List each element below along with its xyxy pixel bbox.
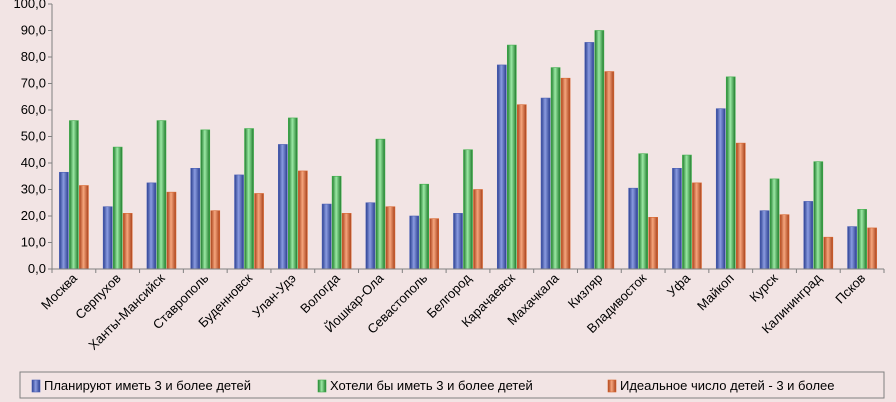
category-label: Кизляр bbox=[565, 271, 606, 312]
bar-3 bbox=[823, 236, 834, 270]
bar-1 bbox=[190, 168, 201, 270]
bar-2 bbox=[857, 209, 867, 270]
bar-2 bbox=[419, 183, 430, 270]
legend-swatch bbox=[317, 379, 327, 393]
bar-1 bbox=[278, 144, 288, 270]
y-tick-label: 80,0 bbox=[21, 49, 46, 64]
y-tick-label: 10,0 bbox=[21, 235, 46, 250]
bar-1 bbox=[234, 174, 244, 270]
bar-3 bbox=[560, 77, 571, 270]
y-tick-label: 90,0 bbox=[21, 23, 46, 38]
category-label: Ханты-Мансийск bbox=[85, 270, 167, 352]
bar-1 bbox=[540, 97, 551, 270]
legend-swatch bbox=[31, 379, 41, 393]
bar-3 bbox=[385, 206, 396, 270]
legend-label: Идеальное число детей - 3 и более bbox=[620, 378, 835, 393]
bar-2 bbox=[638, 153, 648, 270]
bar-2 bbox=[813, 161, 824, 270]
category-label: Майкоп bbox=[694, 271, 737, 314]
bar-1 bbox=[847, 226, 857, 270]
bar-1 bbox=[672, 168, 682, 270]
bar-3 bbox=[429, 218, 440, 270]
bar-3 bbox=[604, 71, 615, 270]
y-tick-label: 0,0 bbox=[28, 261, 46, 276]
bar-2 bbox=[244, 128, 254, 270]
bar-2 bbox=[69, 120, 79, 270]
y-tick-label: 70,0 bbox=[21, 76, 46, 91]
bar-1 bbox=[803, 201, 814, 270]
bar-3 bbox=[166, 191, 177, 270]
bar-3 bbox=[648, 217, 658, 270]
bar-2 bbox=[682, 154, 692, 270]
bar-2 bbox=[594, 30, 605, 270]
bar-1 bbox=[321, 203, 332, 270]
y-tick-label: 30,0 bbox=[21, 182, 46, 197]
bar-3 bbox=[473, 189, 483, 270]
legend-box bbox=[19, 371, 885, 399]
bar-3 bbox=[79, 185, 89, 270]
bar-3 bbox=[210, 210, 221, 270]
y-axis: 0,0 10,0 20,0 30,0 40,0 50,0 60,0 70,0 80,0 90,0 1… bbox=[13, 0, 53, 276]
bar-2 bbox=[725, 76, 736, 270]
y-tick-label: 40,0 bbox=[21, 155, 46, 170]
bar-2 bbox=[288, 117, 298, 270]
bar-2 bbox=[463, 149, 473, 270]
bar-1 bbox=[102, 206, 113, 270]
bar-2 bbox=[506, 44, 517, 270]
bar-1 bbox=[715, 108, 726, 270]
category-label: Курск bbox=[746, 270, 780, 304]
legend-swatch bbox=[607, 379, 617, 393]
y-tick-label: 20,0 bbox=[21, 208, 46, 223]
bar-2 bbox=[769, 178, 780, 270]
bar-3 bbox=[692, 182, 702, 270]
y-tick-label: 60,0 bbox=[21, 102, 46, 117]
bar-3 bbox=[516, 104, 527, 270]
bar-2 bbox=[550, 67, 561, 270]
bar-2 bbox=[331, 175, 342, 270]
bar-1 bbox=[759, 210, 770, 270]
category-label: Псков bbox=[832, 270, 868, 306]
bar-2 bbox=[200, 129, 211, 270]
legend: Планируют иметь 3 и более детей Хотели бы… bbox=[19, 371, 885, 399]
bar-3 bbox=[735, 142, 746, 270]
bar-2 bbox=[156, 120, 167, 270]
bar-1 bbox=[453, 213, 463, 270]
x-axis: МоскваСерпуховХанты-МансийскСтавропольБу… bbox=[38, 268, 885, 353]
bar-1 bbox=[365, 202, 376, 270]
bar-1 bbox=[146, 182, 157, 270]
bars bbox=[59, 30, 877, 270]
bar-1 bbox=[409, 215, 420, 270]
bar-2 bbox=[112, 146, 123, 270]
bar-1 bbox=[628, 187, 638, 270]
category-label: Уфа bbox=[664, 270, 694, 300]
bar-1 bbox=[59, 171, 69, 270]
category-label: Улан-Удэ bbox=[249, 270, 299, 320]
legend-label: Хотели бы иметь 3 и более детей bbox=[330, 378, 533, 393]
bar-3 bbox=[867, 227, 877, 270]
category-label: Москва bbox=[38, 270, 81, 313]
bar-3 bbox=[254, 193, 264, 270]
bar-2 bbox=[375, 138, 386, 270]
bar-3 bbox=[122, 213, 133, 270]
bar-1 bbox=[496, 64, 507, 270]
bar-3 bbox=[779, 214, 790, 270]
y-tick-label: 100,0 bbox=[13, 0, 46, 11]
legend-label: Планируют иметь 3 и более детей bbox=[44, 378, 251, 393]
bar-1 bbox=[584, 42, 595, 270]
bar-3 bbox=[341, 213, 352, 270]
y-tick-label: 50,0 bbox=[21, 129, 46, 144]
bar-3 bbox=[298, 170, 308, 270]
